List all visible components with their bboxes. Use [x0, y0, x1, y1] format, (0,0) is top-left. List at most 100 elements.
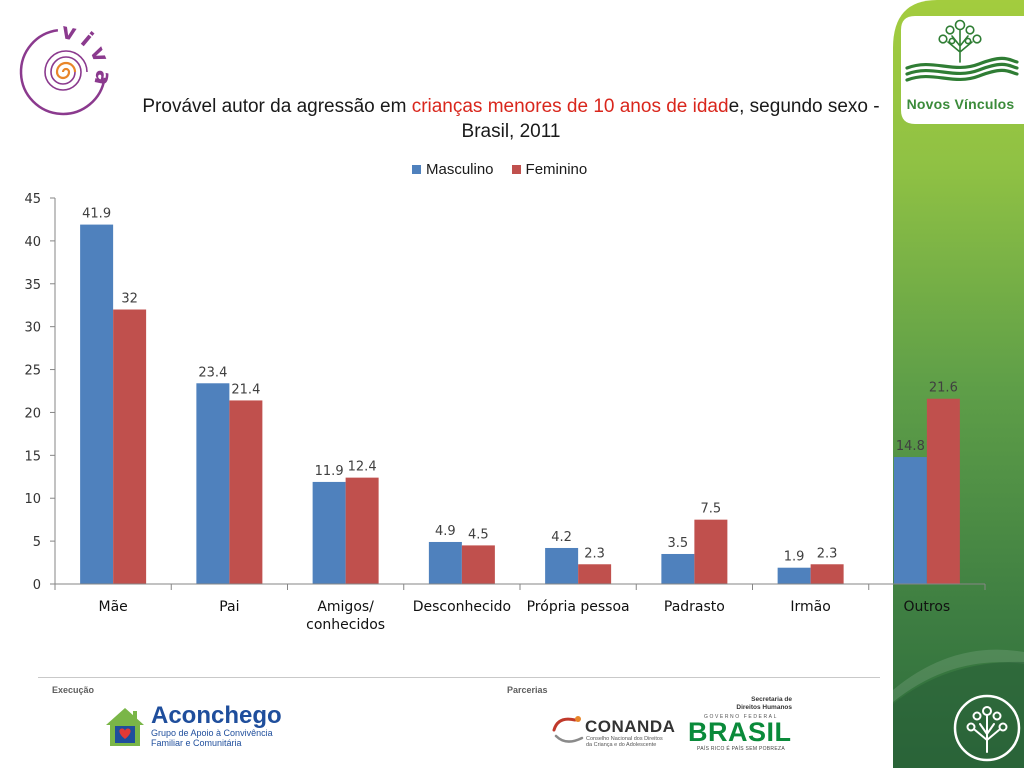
category-labels: Mãe Pai Amigos/conhecidos Desconhecido Própr… [98, 599, 950, 633]
category-label-padrasto: Padrasto [664, 599, 725, 615]
viva-logo: viva [19, 19, 116, 116]
bar-feminino-outros [926, 398, 960, 584]
aconchego-logo: Aconchego Grupo de Apoio à Convivência F… [151, 703, 282, 748]
category-label-mae: Mãe [98, 599, 127, 615]
legend-item-masculino: Masculino [412, 161, 494, 178]
data-label-masculino-amigos-conhecidos: 11.9 [315, 464, 344, 479]
bar-feminino-irmao [810, 564, 844, 584]
viva-spiral-outer [44, 50, 88, 91]
bar-feminino-mae [113, 309, 147, 584]
spiral-logo-icon [55, 61, 77, 80]
bar-masculino-padrasto [661, 553, 695, 584]
x-axis [54, 583, 986, 590]
data-label-masculino-pai: 23.4 [198, 365, 227, 380]
category-label-line: Própria pessoa [527, 599, 630, 615]
chart-title-line-2: Brasil, 2011 [461, 121, 561, 142]
legend-label-masculino: Masculino [426, 161, 494, 178]
bar-feminino-padrasto [694, 519, 728, 584]
conanda-swoosh-icon [552, 716, 584, 743]
y-tick-label: 30 [24, 321, 41, 336]
bar-chart: 0 5 10 15 20 25 30 35 40 45 41.9 23.4 11.9 4.9 4.2 3.5… [24, 192, 986, 633]
y-tick-label: 25 [24, 364, 41, 379]
bar-feminino-desconhecido [461, 545, 495, 584]
y-tick-label: 5 [33, 535, 41, 550]
title-prefix: Provável autor da agressão em [142, 96, 412, 117]
novos-vinculos-logo-text: Novos Vínculos [906, 96, 1015, 112]
conanda-name: CONANDA [585, 717, 676, 736]
brasil-logo-name: BRASIL [688, 717, 792, 747]
aconchego-tagline-1: Grupo de Apoio à Convivência [151, 728, 273, 738]
viva-logo-lettering: viva [59, 19, 111, 92]
category-label-line: Outros [904, 599, 951, 615]
conanda-subtitle: Conselho Nacional dos Direitos da Crianç… [586, 736, 663, 748]
footer-divider [38, 677, 880, 678]
sdh-line-2: Direitos Humanos [736, 703, 792, 711]
y-tick-label: 20 [24, 406, 41, 421]
category-label-line: Irmão [790, 599, 830, 615]
data-label-masculino-padrasto: 3.5 [668, 536, 689, 551]
execution-label: Execução [52, 685, 95, 695]
conanda-subtitle-2: da Criança e do Adolescente [586, 742, 657, 748]
viva-logo-text: viva [59, 19, 116, 92]
bars [80, 224, 960, 584]
y-tick-label: 0 [33, 578, 41, 593]
sdh-logo-text: Secretaria de Direitos Humanos [690, 696, 792, 711]
category-label-pai: Pai [219, 599, 239, 615]
y-axis: 0 5 10 15 20 25 30 35 40 45 [24, 192, 56, 593]
y-tick-label: 40 [24, 235, 41, 250]
category-label-line: Desconhecido [413, 599, 511, 615]
chart-legend: Masculino Feminino [412, 161, 605, 178]
bar-masculino-propria-pessoa [545, 547, 579, 584]
side-panel-swoosh [893, 649, 1024, 702]
data-label-feminino-desconhecido: 4.5 [468, 527, 489, 542]
category-label-line: Amigos/ [317, 599, 374, 615]
bar-masculino-mae [80, 224, 114, 584]
viva-ring [19, 29, 106, 116]
ribbon-icon [905, 56, 1019, 82]
brasil-slogan: PAÍS RICO É PAÍS SEM POBREZA [697, 746, 785, 752]
sdh-line-1: Secretaria de [751, 696, 792, 703]
data-label-masculino-mae: 41.9 [82, 207, 111, 222]
bar-masculino-desconhecido [428, 541, 462, 584]
category-label-amigos-conhecidos: Amigos/conhecidos [306, 599, 385, 633]
data-label-feminino-irmao: 2.3 [817, 546, 838, 561]
title-suffix: e, segundo sexo - [728, 96, 880, 117]
bar-masculino-irmao [777, 567, 811, 584]
bar-masculino-outros [893, 457, 927, 584]
y-tick-label: 45 [24, 192, 41, 207]
data-label-feminino-propria-pessoa: 2.3 [584, 546, 605, 561]
legend-swatch-feminino [511, 165, 521, 174]
category-label-line: Mãe [98, 599, 127, 615]
data-label-masculino-propria-pessoa: 4.2 [551, 530, 572, 545]
chart-title: Provável autor da agressão em crianças m… [61, 94, 961, 144]
data-label-masculino-irmao: 1.9 [784, 550, 805, 565]
legend-item-feminino: Feminino [511, 161, 588, 178]
data-label-masculino-desconhecido: 4.9 [435, 524, 456, 539]
category-label-line: conhecidos [306, 617, 385, 633]
data-label-masculino-outros: 14.8 [896, 439, 925, 454]
category-label-desconhecido: Desconhecido [413, 599, 511, 615]
title-highlight: crianças menores de 10 anos de idad [411, 96, 729, 117]
bar-masculino-pai [196, 383, 230, 584]
data-label-feminino-amigos-conhecidos: 12.4 [348, 460, 377, 475]
data-label-feminino-outros: 21.6 [929, 381, 958, 396]
bar-feminino-pai [229, 400, 263, 584]
bar-feminino-amigos-conhecidos [345, 477, 379, 584]
brasil-gov-label: GOVERNO FEDERAL [703, 714, 778, 720]
category-label-irmao: Irmão [790, 599, 830, 615]
category-label-propria-pessoa: Própria pessoa [527, 599, 630, 615]
legend-label-feminino: Feminino [525, 161, 588, 178]
chart-title-line-1: Provável autor da agressão em crianças m… [61, 94, 961, 119]
data-labels: 41.9 23.4 11.9 4.9 4.2 3.5 1.9 14.8 32 21.4 12.4 4.… [82, 207, 958, 565]
bar-feminino-propria-pessoa [578, 564, 612, 584]
partners-label: Parcerias [507, 685, 548, 695]
category-label-line: Padrasto [664, 599, 725, 615]
category-label-line: Pai [219, 599, 239, 615]
legend-swatch-masculino [412, 165, 421, 174]
tree-hearts-icon [938, 19, 982, 63]
tree-emblem-icon [953, 694, 1021, 762]
aconchego-tagline-2: Familiar e Comunitária [151, 738, 242, 748]
y-tick-label: 35 [24, 278, 41, 293]
house-heart-icon [106, 708, 144, 746]
